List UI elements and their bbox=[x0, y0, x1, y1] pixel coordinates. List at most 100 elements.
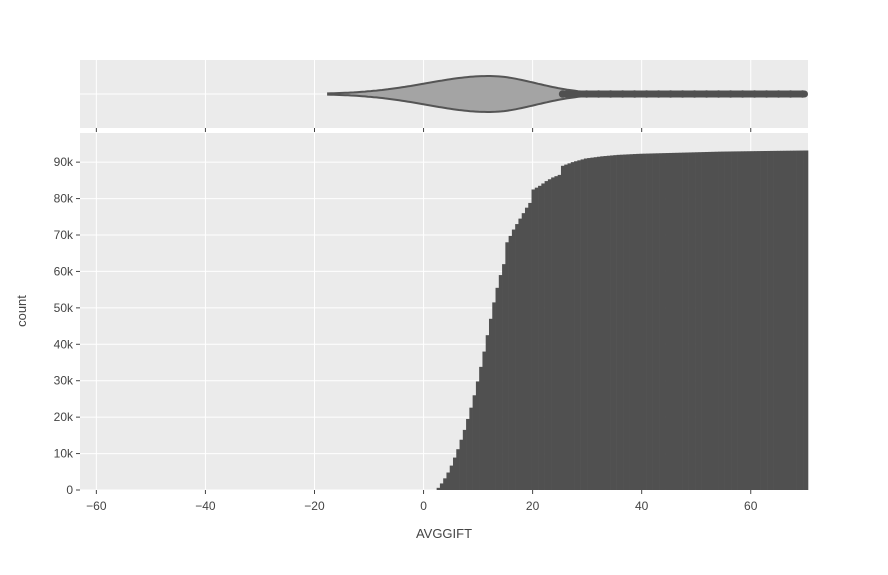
histogram-bar bbox=[721, 151, 725, 490]
x-tick-label: −60 bbox=[86, 499, 107, 513]
histogram-bar bbox=[629, 154, 634, 491]
histogram-bar bbox=[773, 150, 778, 491]
histogram-bar bbox=[750, 151, 755, 490]
histogram-bar bbox=[803, 150, 807, 490]
histogram-bar bbox=[485, 335, 490, 490]
y-tick-label: 0 bbox=[66, 483, 73, 497]
histogram-bar bbox=[508, 235, 513, 490]
histogram-bar bbox=[521, 213, 526, 490]
violin-outlier-point bbox=[786, 90, 795, 98]
histogram-bar bbox=[488, 318, 493, 490]
histogram-bar bbox=[799, 150, 804, 490]
histogram-bar bbox=[603, 156, 608, 490]
violin-marks bbox=[327, 75, 808, 113]
histogram-bar bbox=[534, 187, 539, 490]
histogram-bar bbox=[754, 151, 758, 490]
histogram-bar bbox=[776, 150, 781, 491]
histogram-bar bbox=[456, 449, 460, 490]
x-tick-label: 0 bbox=[420, 499, 427, 513]
histogram-bar bbox=[492, 302, 496, 490]
histogram-bar bbox=[711, 151, 716, 491]
histogram-bar bbox=[482, 351, 487, 490]
y-tick-label: 10k bbox=[54, 447, 74, 461]
histogram-bar bbox=[511, 229, 516, 491]
histogram-bar bbox=[639, 153, 644, 490]
histogram-bar bbox=[698, 152, 702, 490]
histogram-bar bbox=[446, 472, 451, 490]
y-axis: 0 10k 20k 30k 40k 50k 60k 70k 80k 90k bbox=[54, 155, 80, 497]
histogram-bar bbox=[557, 174, 562, 490]
histogram-bar bbox=[616, 154, 621, 490]
histogram-bar bbox=[580, 159, 585, 491]
histogram-bar bbox=[793, 150, 797, 490]
histogram-bar bbox=[786, 150, 791, 490]
histogram-bar bbox=[570, 162, 575, 490]
histogram-bar bbox=[688, 152, 693, 491]
histogram-bar bbox=[524, 207, 529, 490]
histogram-bar bbox=[760, 151, 765, 490]
violin-outlier-point bbox=[798, 90, 807, 98]
x-tick-label: −40 bbox=[195, 499, 216, 513]
histogram-bar bbox=[505, 242, 509, 490]
violin-outlier-point bbox=[762, 90, 771, 98]
histogram-bar bbox=[466, 418, 470, 490]
histogram-bar bbox=[538, 185, 542, 491]
histogram-bar bbox=[734, 151, 738, 490]
histogram-bar bbox=[577, 160, 581, 491]
histogram-bar bbox=[518, 218, 523, 490]
y-axis-label: count bbox=[14, 295, 29, 327]
histogram-bar bbox=[528, 202, 532, 490]
violin-outlier-point bbox=[702, 90, 711, 98]
histogram-bar bbox=[780, 150, 784, 491]
histogram-bar bbox=[541, 183, 545, 491]
histogram-bar bbox=[678, 152, 683, 490]
histogram-bar bbox=[596, 156, 601, 490]
histogram-bar bbox=[646, 153, 650, 490]
violin-outlier-point bbox=[750, 90, 759, 98]
x-axis-label: AVGGIFT bbox=[416, 526, 472, 541]
histogram-bar bbox=[763, 150, 768, 490]
violin-outlier-point bbox=[570, 90, 579, 98]
histogram-bar bbox=[806, 150, 809, 490]
histogram-bar bbox=[439, 483, 444, 490]
histogram-bar bbox=[682, 152, 686, 490]
histogram-bar bbox=[695, 152, 699, 491]
histogram-bar bbox=[652, 153, 657, 490]
violin-outlier-point bbox=[606, 90, 615, 98]
histogram-bar bbox=[560, 165, 565, 491]
histogram-bar bbox=[642, 153, 647, 491]
x-tick-label: 60 bbox=[744, 499, 758, 513]
x-axis: −60 −40 −20 0 20 40 60 bbox=[86, 128, 758, 513]
y-tick-label: 80k bbox=[54, 192, 74, 206]
y-tick-label: 30k bbox=[54, 374, 74, 388]
histogram-bar bbox=[655, 153, 660, 490]
histogram-bar bbox=[531, 189, 536, 490]
histogram-bar bbox=[436, 487, 441, 490]
x-tick-label: 40 bbox=[635, 499, 649, 513]
histogram-bar bbox=[554, 176, 558, 491]
histogram-bar bbox=[544, 181, 549, 491]
histogram-bar bbox=[747, 151, 752, 490]
histogram-bar bbox=[757, 151, 761, 491]
histogram-bar bbox=[672, 152, 676, 491]
y-tick-label: 90k bbox=[54, 155, 74, 169]
histogram-panel: 0 10k 20k 30k 40k 50k 60k 70k 80k 90k −60 −40 −20 0 2… bbox=[54, 128, 809, 513]
histogram-bar bbox=[495, 287, 500, 490]
histogram-bar bbox=[724, 151, 729, 491]
violin-outlier-point bbox=[774, 90, 783, 98]
histogram-bar bbox=[632, 154, 637, 490]
histogram-bar bbox=[462, 429, 467, 490]
histogram-bar bbox=[668, 152, 673, 490]
violin-outlier-point bbox=[678, 90, 687, 98]
histogram-bar bbox=[475, 381, 480, 490]
y-tick-label: 60k bbox=[54, 264, 74, 278]
histogram-bar bbox=[619, 154, 624, 490]
violin-outlier-point bbox=[618, 90, 627, 98]
histogram-bar bbox=[479, 366, 483, 490]
histogram-bar bbox=[636, 153, 640, 490]
violin-panel bbox=[80, 60, 808, 128]
histogram-bar bbox=[443, 478, 447, 490]
histogram-bar bbox=[459, 439, 464, 490]
